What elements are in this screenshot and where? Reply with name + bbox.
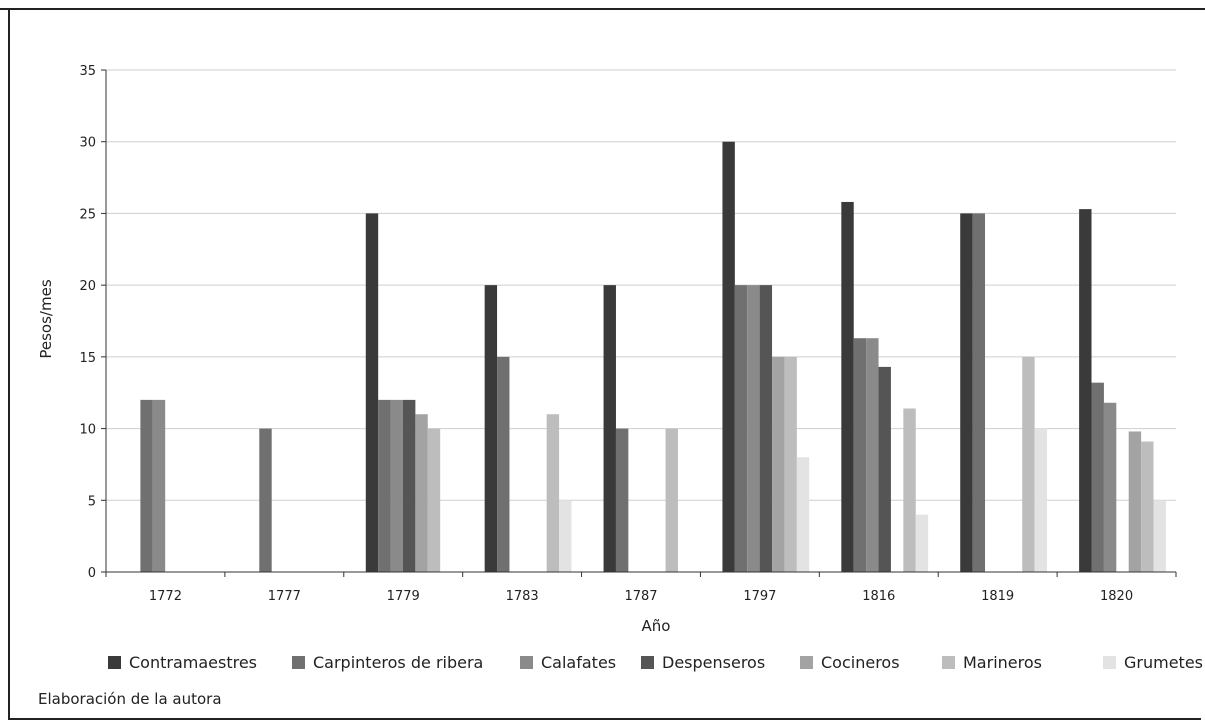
bar [796,457,810,572]
bar [390,399,403,572]
bar [1079,209,1092,572]
x-tick-label: 1820 [1100,589,1133,604]
legend-swatch [800,655,813,669]
bar [415,414,428,572]
bar [1128,431,1142,572]
bar [484,285,498,572]
legend-swatch [942,655,955,669]
axes [101,69,1177,577]
legend-item: Cocineros [800,651,900,673]
y-tick-label: 15 [79,351,96,366]
legend-swatch [641,655,654,669]
legend-label: Cocineros [821,652,900,672]
legend-item: Grumetes [1103,651,1203,673]
legend-label: Contramaestres [129,652,258,672]
figure-frame [8,8,1201,720]
x-tick-label: 1797 [743,589,776,604]
legend-item: Marineros [942,651,1042,673]
y-tick-label: 10 [79,423,96,438]
bar [1034,428,1048,572]
bar [772,356,785,572]
legend-swatch [1103,655,1116,669]
bar [841,201,854,572]
legend-swatch [108,655,121,669]
y-axis-label: Pesos/mes [37,279,55,358]
x-tick-label: 1777 [268,589,301,604]
x-tick-label: 1819 [981,589,1014,604]
bar [603,285,616,572]
y-tick-label: 0 [88,566,96,581]
bar [759,285,773,572]
bar [1103,402,1117,572]
y-tick-label: 5 [88,494,96,509]
bar [722,141,735,572]
legend-label: Calafates [541,652,617,672]
y-tick-label: 35 [79,64,96,79]
legend-item: Despenseros [641,651,765,673]
bar [402,399,416,572]
bar [497,356,510,572]
bar [546,414,560,572]
bar [152,399,166,572]
x-tick-label: 1779 [387,589,420,604]
bar [915,514,929,572]
source-note: Elaboración de la autora [38,690,222,708]
x-tick-label: 1772 [149,589,182,604]
bar [972,213,986,572]
y-tick-label: 30 [79,136,96,151]
bar [853,338,867,572]
x-axis-label: Año [642,617,671,635]
legend-label: Marineros [963,652,1042,672]
y-tick-labels: 0 5 10 15 20 25 30 35 [79,64,96,581]
legend-item: Calafates [520,651,616,673]
bar [140,399,153,572]
x-tick-label: 1783 [506,589,539,604]
x-tick-label: 1816 [862,589,895,604]
legend-label: Carpinteros de ribera [313,652,484,672]
bar [747,285,760,572]
bar [960,213,973,572]
bar [1141,441,1154,572]
legend-swatch [292,655,305,669]
bar [784,356,797,572]
bar [866,338,879,572]
x-tick-label: 1787 [624,589,657,604]
bar [365,213,379,572]
y-tick-label: 25 [79,207,96,222]
legend: Contramaestres Carpinteros de ribera Calaf… [100,651,1203,673]
legend-label: Grumetes [1124,652,1203,672]
bar [1091,382,1104,572]
bars [140,141,1166,572]
legend-swatch [520,655,533,669]
legend-label: Despenseros [662,652,766,672]
bar [1022,356,1035,572]
bar [259,428,272,572]
legend-item: Contramaestres [108,651,257,673]
bar [878,366,891,572]
bar [559,500,572,572]
x-tick-labels: 1772 1777 1779 1783 1787 1797 1816 1819 1820 [149,589,1133,604]
bar [734,285,748,572]
gridlines [106,69,1176,501]
legend-item: Carpinteros de ribera [292,651,483,673]
bar [427,428,441,572]
bar [903,408,916,572]
bar [615,428,629,572]
bar [665,428,678,572]
y-tick-label: 20 [79,279,96,294]
bar [1153,500,1166,572]
bar [378,399,391,572]
